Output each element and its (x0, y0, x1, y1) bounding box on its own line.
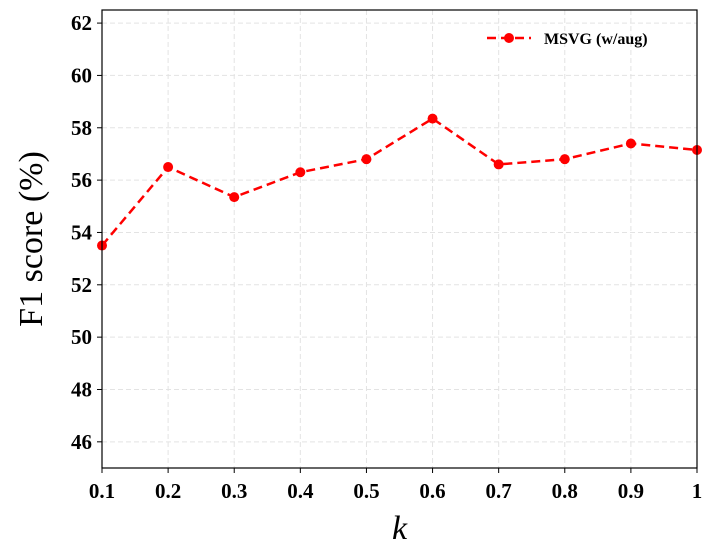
data-point (427, 113, 438, 124)
legend: MSVG (w/aug) (487, 31, 648, 48)
x-tick-label: 0.1 (89, 479, 115, 503)
x-tick-label: 1 (692, 479, 703, 503)
x-axis-title: k (392, 510, 408, 547)
y-tick-label: 58 (71, 116, 92, 140)
plot-frame (101, 9, 698, 469)
x-tick-label: 0.5 (353, 479, 379, 503)
legend-label: MSVG (w/aug) (544, 31, 648, 48)
y-tick-label: 48 (71, 377, 92, 401)
ticks: 0.1 0.2 0.3 0.4 0.5 0.6 0.7 0.8 0.9 1 46 48 50 52 54 56… (71, 11, 702, 503)
y-tick-label: 60 (71, 63, 92, 87)
series-layer (97, 113, 702, 251)
y-tick-label: 50 (71, 325, 92, 349)
grid (101, 10, 698, 468)
x-tick-label: 0.8 (552, 479, 578, 503)
y-tick-label: 54 (71, 220, 93, 244)
x-tick-label: 0.4 (287, 479, 314, 503)
data-point (559, 154, 570, 165)
data-point (361, 154, 372, 165)
y-tick-label: 56 (71, 168, 92, 192)
x-tick-label: 0.2 (155, 479, 181, 503)
data-point (295, 167, 306, 178)
x-tick-label: 0.3 (221, 479, 247, 503)
data-point (625, 138, 636, 149)
series-line (101, 117, 698, 247)
data-point (493, 159, 504, 170)
y-tick-label: 62 (71, 11, 92, 35)
y-axis-title: F1 score (%) (13, 151, 50, 327)
data-point (229, 192, 240, 203)
y-tick-label: 52 (71, 273, 92, 297)
legend-marker (504, 33, 514, 43)
y-tick-label: 46 (71, 430, 92, 454)
x-tick-label: 0.7 (486, 479, 512, 503)
data-point (163, 162, 174, 173)
x-tick-label: 0.6 (419, 479, 445, 503)
x-tick-label: 0.9 (618, 479, 644, 503)
